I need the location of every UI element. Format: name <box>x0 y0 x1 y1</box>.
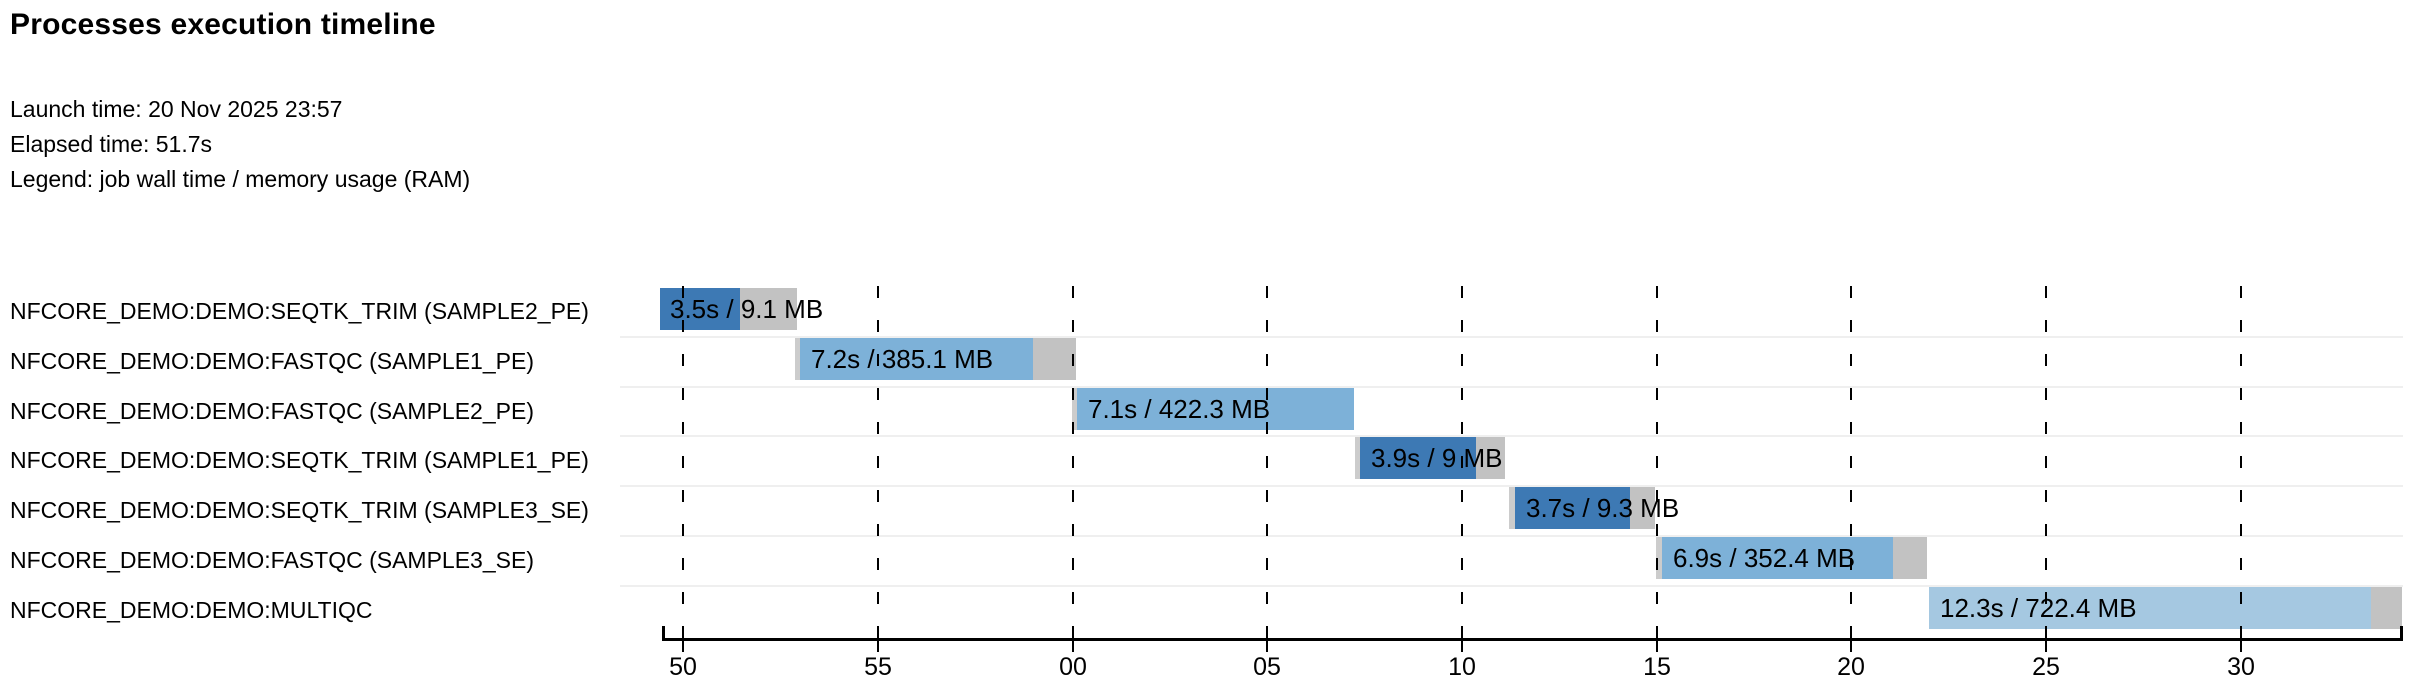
task-bar: 3.9s / 9 MB <box>1355 437 1505 479</box>
axis-tick <box>877 638 879 652</box>
bar-memory-segment <box>1893 537 1927 579</box>
bar-queue-segment <box>1072 388 1077 430</box>
gridline <box>2240 286 2242 638</box>
bar-label: 12.3s / 722.4 MB <box>1940 593 2137 623</box>
axis-tick <box>1266 638 1268 652</box>
axis-tick-label: 15 <box>1643 653 1671 681</box>
task-bar: 7.1s / 422.3 MB <box>1072 388 1354 430</box>
axis-tick <box>682 638 684 652</box>
bar-runtime-segment <box>660 288 740 330</box>
bar-memory-segment <box>740 288 797 330</box>
row-separator <box>620 585 2403 587</box>
task-bar: 12.3s / 722.4 MB <box>1929 587 2402 629</box>
gridline <box>1266 286 1268 638</box>
task-bar: 6.9s / 352.4 MB <box>1656 537 1927 579</box>
bar-label: 7.1s / 422.3 MB <box>1088 394 1271 424</box>
process-name: NFCORE_DEMO:DEMO:SEQTK_TRIM (SAMPLE3_SE) <box>10 496 589 523</box>
axis-tick-label: 00 <box>1059 653 1087 681</box>
axis-tick <box>1850 638 1852 652</box>
task-bar: 3.5s / 9.1 MB <box>660 288 823 330</box>
axis-tick <box>1461 638 1463 652</box>
row-separator <box>620 435 2403 437</box>
bar-queue-segment <box>1656 537 1662 579</box>
task-bar: 7.2s / 385.1 MB <box>795 338 1076 380</box>
bar-label: 6.9s / 352.4 MB <box>1673 543 1856 573</box>
axis-tick-label: 05 <box>1253 653 1281 681</box>
process-name: NFCORE_DEMO:DEMO:MULTIQC <box>10 596 373 623</box>
axis-tick-label: 10 <box>1448 653 1476 681</box>
axis-tick <box>2045 638 2047 652</box>
axis-end-bracket <box>2400 626 2403 638</box>
x-axis-line <box>662 638 2403 641</box>
bar-memory-segment <box>1630 487 1655 529</box>
row-separator <box>620 485 2403 487</box>
bar-label: 3.5s / 9.1 MB <box>670 294 824 324</box>
bar-runtime-segment <box>1360 437 1476 479</box>
report-meta: Launch time: 20 Nov 2025 23:57 Elapsed t… <box>10 92 470 197</box>
bar-runtime-segment <box>1662 537 1893 579</box>
gridline <box>2045 286 2047 638</box>
gridline <box>682 286 684 638</box>
axis-tick-label: 25 <box>2032 653 2060 681</box>
process-name: NFCORE_DEMO:DEMO:FASTQC (SAMPLE2_PE) <box>10 397 534 424</box>
row-separator <box>620 336 2403 338</box>
axis-tick-label: 30 <box>2227 653 2255 681</box>
axis-tick <box>2240 638 2242 652</box>
process-name: NFCORE_DEMO:DEMO:SEQTK_TRIM (SAMPLE2_PE) <box>10 297 589 324</box>
gridline <box>1072 286 1074 638</box>
bar-queue-segment <box>795 338 800 380</box>
page-title: Processes execution timeline <box>10 8 436 41</box>
process-name: NFCORE_DEMO:DEMO:FASTQC (SAMPLE1_PE) <box>10 347 534 374</box>
axis-tick-label: 50 <box>669 653 697 681</box>
bar-label: 3.9s / 9 MB <box>1371 443 1503 473</box>
process-name: NFCORE_DEMO:DEMO:SEQTK_TRIM (SAMPLE1_PE) <box>10 446 589 473</box>
bar-memory-segment <box>1476 437 1505 479</box>
gridline <box>877 286 879 638</box>
bar-label: 3.7s / 9.3 MB <box>1526 493 1680 523</box>
legend-text: Legend: job wall time / memory usage (RA… <box>10 166 471 192</box>
bar-runtime-segment <box>1077 388 1354 430</box>
bar-queue-segment <box>1509 487 1515 529</box>
axis-start-bracket <box>662 626 665 638</box>
process-name: NFCORE_DEMO:DEMO:FASTQC (SAMPLE3_SE) <box>10 546 534 573</box>
axis-tick-label: 55 <box>864 653 892 681</box>
gridline <box>1850 286 1852 638</box>
bar-queue-segment <box>1355 437 1360 479</box>
bar-memory-segment <box>1033 338 1076 380</box>
bar-runtime-segment <box>1515 487 1630 529</box>
elapsed-time-text: Elapsed time: 51.7s <box>10 131 213 157</box>
axis-tick <box>1072 638 1074 652</box>
axis-tick <box>1656 638 1658 652</box>
gridline <box>1656 286 1658 638</box>
launch-time-text: Launch time: 20 Nov 2025 23:57 <box>10 96 343 122</box>
row-separator <box>620 535 2403 537</box>
bar-label: 7.2s / 385.1 MB <box>811 344 994 374</box>
bar-runtime-segment <box>1929 587 2371 629</box>
row-separator <box>620 386 2403 388</box>
gridline <box>1461 286 1463 638</box>
bar-runtime-segment <box>800 338 1033 380</box>
axis-tick-label: 20 <box>1837 653 1865 681</box>
bar-memory-segment <box>2371 587 2402 629</box>
task-bar: 3.7s / 9.3 MB <box>1509 487 1679 529</box>
